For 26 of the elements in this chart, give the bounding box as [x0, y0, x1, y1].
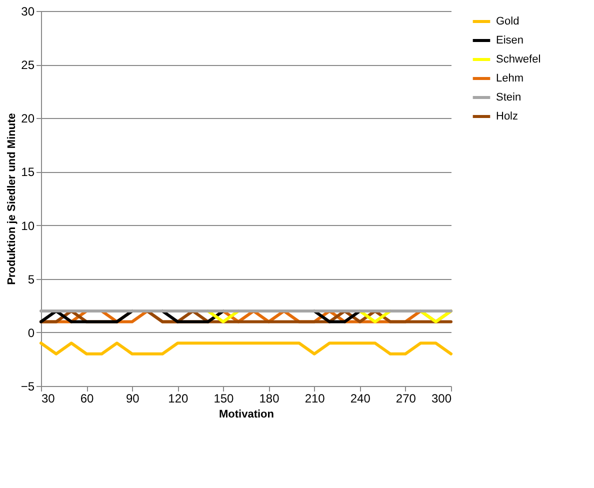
x-tick-label: 210 [304, 392, 326, 406]
x-tick-label: 150 [214, 392, 234, 406]
x-axis-title: Motivation [219, 408, 274, 420]
legend-label: Gold [496, 16, 520, 28]
x-tick-label: 120 [168, 392, 188, 406]
legend-label: Eisen [496, 34, 524, 46]
x-tick-label: 180 [259, 392, 280, 406]
y-tick-label: 10 [21, 218, 35, 233]
x-tick-label: 300 [431, 392, 452, 406]
x-tick-label: 30 [42, 392, 56, 406]
legend-label: Holz [496, 110, 518, 122]
y-tick-label: −5 [20, 380, 35, 394]
y-tick-label: 5 [28, 272, 35, 286]
y-tick-label: 0 [28, 326, 35, 340]
y-tick-label: 25 [21, 58, 35, 72]
legend-label: Schwefel [496, 54, 541, 66]
y-tick-label: 15 [21, 165, 35, 180]
x-tick-label: 240 [350, 392, 371, 406]
legend-label: Stein [496, 92, 522, 104]
y-tick-label: 20 [21, 112, 35, 126]
legend-label: Lehm [496, 72, 524, 84]
y-tick-label: 30 [21, 4, 35, 18]
y-axis-title: Produktion je Siedler und Minute [6, 113, 18, 285]
x-tick-label: 60 [80, 392, 94, 406]
x-tick-label: 90 [126, 392, 140, 406]
x-tick-label: 270 [396, 392, 416, 406]
